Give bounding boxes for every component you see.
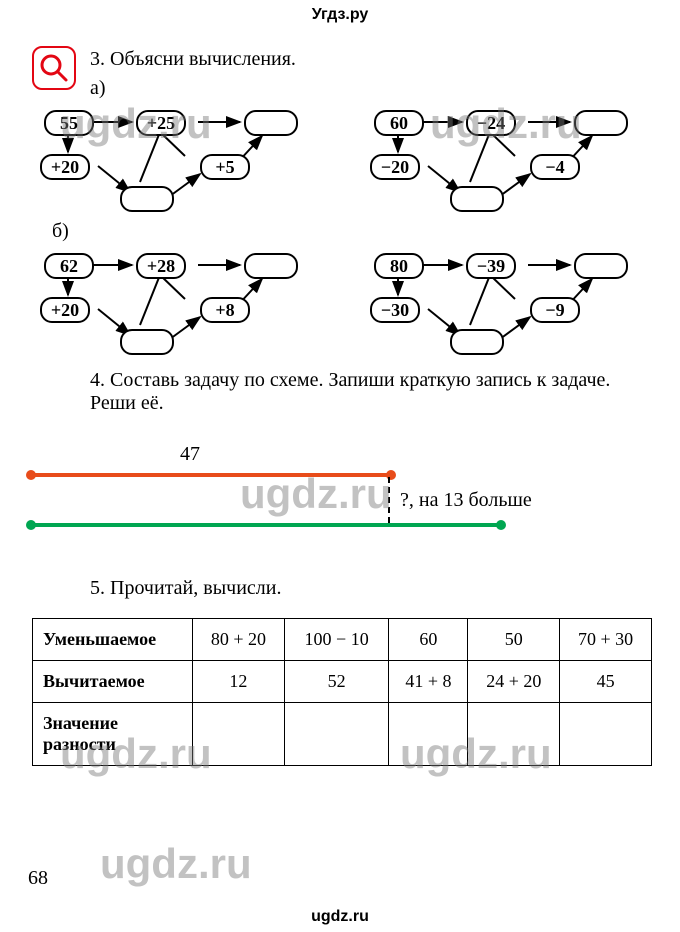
calc-table: Уменьшаемое 80 + 20 100 − 10 60 50 70 + … — [32, 618, 652, 766]
dot-icon — [26, 520, 36, 530]
diagram-op-top: −39 — [466, 253, 516, 279]
row-header: Уменьшаемое — [33, 619, 193, 661]
diagram-op-top: −24 — [466, 110, 516, 136]
bar-top-label: 47 — [180, 443, 200, 466]
diagram-op-top: +28 — [136, 253, 186, 279]
dot-icon — [496, 520, 506, 530]
task3-label-b: б) — [52, 220, 648, 243]
diagram-op-br: +5 — [200, 154, 250, 180]
diagram-start: 62 — [44, 253, 94, 279]
diagram-result-mid — [450, 329, 504, 355]
table-row: Уменьшаемое 80 + 20 100 − 10 60 50 70 + … — [33, 619, 652, 661]
table-cell — [389, 703, 468, 766]
diagram-result-top — [244, 110, 298, 136]
diagram-result-top — [574, 110, 628, 136]
task3-title: 3. Объясни вычисления. — [90, 46, 648, 71]
row-header: Значение разности — [33, 703, 193, 766]
table-row: Значение разности — [33, 703, 652, 766]
diagram-b2: 80 −39 −30 −9 — [370, 247, 640, 357]
diagram-a1: 55 +25 +20 +5 — [40, 104, 310, 214]
bar-top — [30, 473, 390, 477]
diagram-op-br: −9 — [530, 297, 580, 323]
bar-question-label: ?, на 13 больше — [400, 489, 532, 512]
diagram-op-top: +25 — [136, 110, 186, 136]
page-number: 68 — [28, 867, 48, 890]
table-cell — [560, 703, 652, 766]
table-cell — [284, 703, 389, 766]
task5-title: 5. Прочитай, вычисли. — [90, 577, 648, 600]
diagram-result-top — [244, 253, 298, 279]
table-cell: 60 — [389, 619, 468, 661]
diagram-op-br: −4 — [530, 154, 580, 180]
table-cell: 45 — [560, 661, 652, 703]
task3-label-a: а) — [90, 77, 648, 100]
diagram-result-mid — [450, 186, 504, 212]
table-cell: 41 + 8 — [389, 661, 468, 703]
magnifier-icon — [32, 46, 76, 90]
table-cell: 80 + 20 — [193, 619, 285, 661]
diagram-op-bl: +20 — [40, 154, 90, 180]
task-4: 4. Составь задачу по схеме. Запиши кратк… — [32, 369, 648, 563]
diagram-start: 80 — [374, 253, 424, 279]
table-cell — [193, 703, 285, 766]
table-cell: 52 — [284, 661, 389, 703]
table-cell — [468, 703, 560, 766]
table-cell: 12 — [193, 661, 285, 703]
table-row: Вычитаемое 12 52 41 + 8 24 + 20 45 — [33, 661, 652, 703]
dot-icon — [26, 470, 36, 480]
task-5: 5. Прочитай, вычисли. Уменьшаемое 80 + 2… — [32, 577, 648, 766]
table-cell: 50 — [468, 619, 560, 661]
diagram-start: 55 — [44, 110, 94, 136]
diagram-op-bl: −30 — [370, 297, 420, 323]
bar-bottom — [30, 523, 500, 527]
task4-title: 4. Составь задачу по схеме. Запиши кратк… — [90, 369, 648, 415]
diagram-a2: 60 −24 −20 −4 — [370, 104, 640, 214]
footer-site: ugdz.ru — [0, 908, 680, 926]
diagram-result-top — [574, 253, 628, 279]
diagram-op-br: +8 — [200, 297, 250, 323]
diagram-result-mid — [120, 329, 174, 355]
header-site: Угдз.ру — [0, 0, 680, 24]
diagram-op-bl: −20 — [370, 154, 420, 180]
table-cell: 24 + 20 — [468, 661, 560, 703]
row-header: Вычитаемое — [33, 661, 193, 703]
diagram-start: 60 — [374, 110, 424, 136]
diagram-result-mid — [120, 186, 174, 212]
bar-scheme: 47 ?, на 13 больше — [0, 443, 680, 563]
table-cell: 70 + 30 — [560, 619, 652, 661]
watermark: ugdz.ru — [100, 840, 252, 888]
diagram-op-bl: +20 — [40, 297, 90, 323]
dashed-connector — [388, 477, 390, 523]
task-3: 3. Объясни вычисления. а) 55 +25 — [32, 46, 648, 357]
diagram-b1: 62 +28 +20 +8 — [40, 247, 310, 357]
table-cell: 100 − 10 — [284, 619, 389, 661]
